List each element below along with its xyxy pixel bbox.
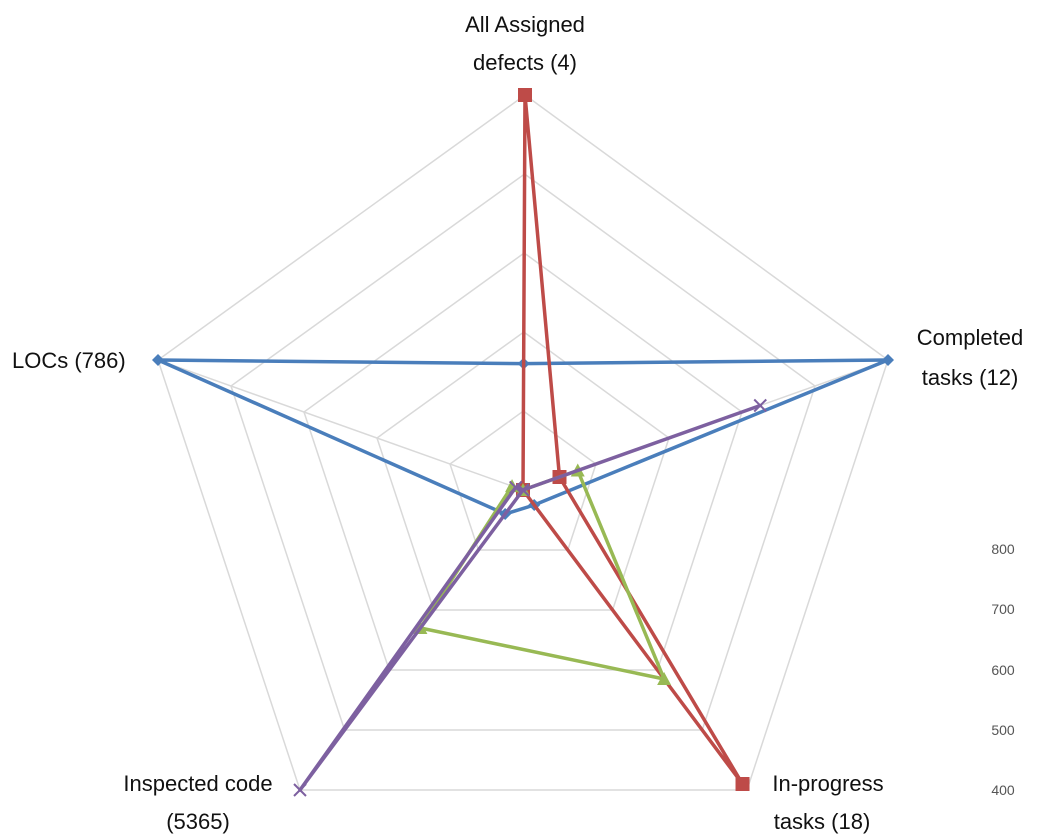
scale-label-600: 600 xyxy=(991,662,1015,678)
series-4-point-3 xyxy=(516,483,530,497)
axis-label-in-progress-line2: tasks (18) xyxy=(774,809,871,834)
series-4 xyxy=(293,398,767,797)
grid-ring-1 xyxy=(449,410,597,551)
axis-label-all-assigned-line1: All Assigned xyxy=(465,12,585,37)
scale-label-500: 500 xyxy=(991,722,1015,738)
series-1-point-2 xyxy=(882,354,894,366)
series-4-line xyxy=(298,403,762,792)
axis-spoke-5 xyxy=(157,359,524,491)
series-1-point-5 xyxy=(152,354,164,366)
axis-label-completed-line2: tasks (12) xyxy=(922,365,1019,390)
series-4-point-5 xyxy=(508,480,523,495)
grid-ring-2 xyxy=(376,331,670,611)
scale-label-800: 800 xyxy=(991,541,1015,557)
series-1-line xyxy=(156,358,890,516)
axis-label-all-assigned-line2: defects (4) xyxy=(473,50,577,75)
axis-label-inspected-code-line2: (5365) xyxy=(166,809,230,834)
series-3-point-3 xyxy=(657,672,672,685)
series-2-line xyxy=(521,93,745,786)
axis-label-locs: LOCs (786) xyxy=(12,348,126,373)
scale-labels: 800 700 600 500 400 xyxy=(991,541,1015,798)
axis-label-in-progress-line1: In-progress xyxy=(772,771,883,796)
axis-label-completed-line1: Completed xyxy=(917,325,1023,350)
series-4-point-4 xyxy=(293,783,307,797)
series-2-point-3 xyxy=(735,777,750,791)
scale-label-400: 400 xyxy=(991,782,1015,798)
series-2-point-1 xyxy=(518,88,532,102)
grid-ring-4 xyxy=(230,173,816,731)
grid-ring-5 xyxy=(157,94,889,791)
series-layer xyxy=(152,88,894,797)
scale-label-700: 700 xyxy=(991,601,1015,617)
axis-labels: All Assigned defects (4) Completed tasks… xyxy=(12,12,1023,834)
series-4-point-2 xyxy=(753,398,767,413)
grid-ring-3 xyxy=(303,252,743,671)
axis-label-inspected-code-line1: Inspected code xyxy=(123,771,272,796)
